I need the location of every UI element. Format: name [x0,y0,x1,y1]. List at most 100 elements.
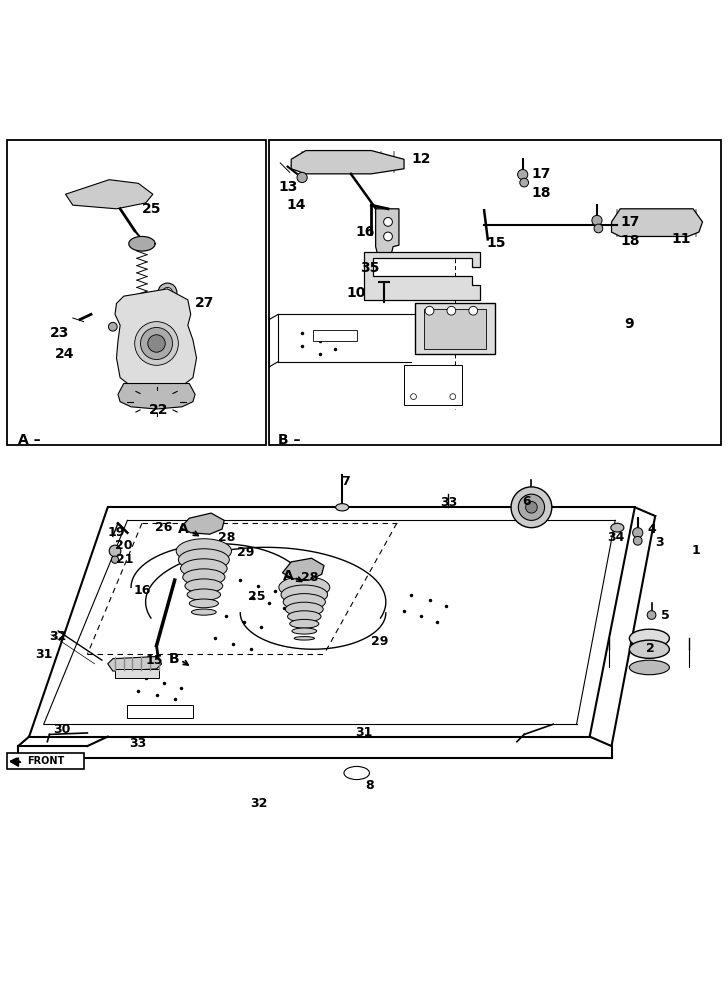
Circle shape [594,224,603,233]
Circle shape [518,494,545,520]
Polygon shape [115,289,197,391]
Circle shape [647,611,656,619]
Text: B: B [169,652,180,666]
Ellipse shape [281,585,328,604]
Circle shape [633,528,643,538]
Text: 16: 16 [355,225,375,239]
Text: 23: 23 [50,326,69,340]
Text: 18: 18 [620,234,640,248]
Circle shape [450,394,456,400]
Bar [115,669,159,678]
Text: 3: 3 [655,536,664,549]
Text: 17: 17 [620,215,640,229]
Bar [127,705,193,718]
Text: 32: 32 [250,797,268,810]
Text: FRONT: FRONT [27,756,65,766]
Text: 21: 21 [116,553,134,566]
Polygon shape [282,558,324,580]
Circle shape [384,218,392,226]
Circle shape [162,287,173,298]
Circle shape [297,172,307,183]
Text: 18: 18 [531,186,551,200]
Bar [269,140,721,445]
Ellipse shape [279,576,330,598]
Bar [404,365,462,405]
Text: 32: 32 [50,630,67,643]
Text: 15: 15 [146,654,163,667]
Text: 33: 33 [440,496,457,509]
Text: 29: 29 [371,635,389,648]
Text: 33: 33 [130,737,147,750]
Ellipse shape [178,549,229,571]
Ellipse shape [288,611,321,622]
Text: 9: 9 [625,317,634,331]
Text: 35: 35 [360,261,380,275]
Circle shape [518,169,528,180]
Circle shape [526,501,537,513]
Ellipse shape [283,594,325,610]
Text: 7: 7 [341,475,350,488]
Circle shape [135,322,178,365]
Text: 31: 31 [355,726,373,739]
Ellipse shape [292,628,317,634]
Ellipse shape [187,589,221,600]
Circle shape [384,232,392,241]
Circle shape [158,283,177,302]
Ellipse shape [629,660,670,675]
Ellipse shape [183,569,225,585]
Polygon shape [129,236,155,251]
Text: 24: 24 [55,347,74,361]
Circle shape [111,556,119,563]
Circle shape [148,335,165,352]
Text: 11: 11 [671,232,691,246]
Text: 13: 13 [278,180,298,194]
Text: A –: A – [18,433,41,447]
Text: 5: 5 [661,609,670,622]
Text: 25: 25 [142,202,162,216]
Polygon shape [364,252,480,300]
Circle shape [411,394,416,400]
Ellipse shape [336,504,349,511]
Text: 10: 10 [347,286,366,300]
Text: 17: 17 [531,167,551,181]
Ellipse shape [294,637,314,640]
Polygon shape [291,151,404,174]
Ellipse shape [191,609,216,615]
Polygon shape [108,657,162,671]
Circle shape [141,327,173,359]
Text: 28: 28 [218,531,236,544]
Text: 31: 31 [35,648,52,661]
Text: 20: 20 [115,539,132,552]
Ellipse shape [290,619,319,628]
Text: 34: 34 [607,531,625,544]
Circle shape [520,178,529,187]
Text: 16: 16 [133,584,151,597]
Bar [7,140,266,445]
Polygon shape [376,209,399,254]
Circle shape [425,306,434,315]
Text: B –: B – [278,433,301,447]
Text: 22: 22 [149,403,169,417]
Text: A: A [282,569,293,583]
Text: 28: 28 [301,571,318,584]
Text: 15: 15 [486,236,506,250]
Circle shape [511,487,552,528]
Ellipse shape [176,539,232,563]
Text: 6: 6 [523,495,531,508]
Circle shape [469,306,478,315]
Circle shape [109,545,121,557]
Text: 25: 25 [248,590,265,603]
Ellipse shape [185,579,223,593]
Ellipse shape [181,559,227,578]
Ellipse shape [344,766,370,780]
Polygon shape [118,384,195,409]
Ellipse shape [629,640,670,658]
Text: 14: 14 [286,198,306,212]
Text: 8: 8 [365,779,374,792]
Text: 19: 19 [108,526,125,539]
Circle shape [108,322,117,331]
Ellipse shape [611,523,624,532]
Text: 29: 29 [237,546,255,559]
Text: 1: 1 [692,544,700,557]
Ellipse shape [189,599,218,608]
